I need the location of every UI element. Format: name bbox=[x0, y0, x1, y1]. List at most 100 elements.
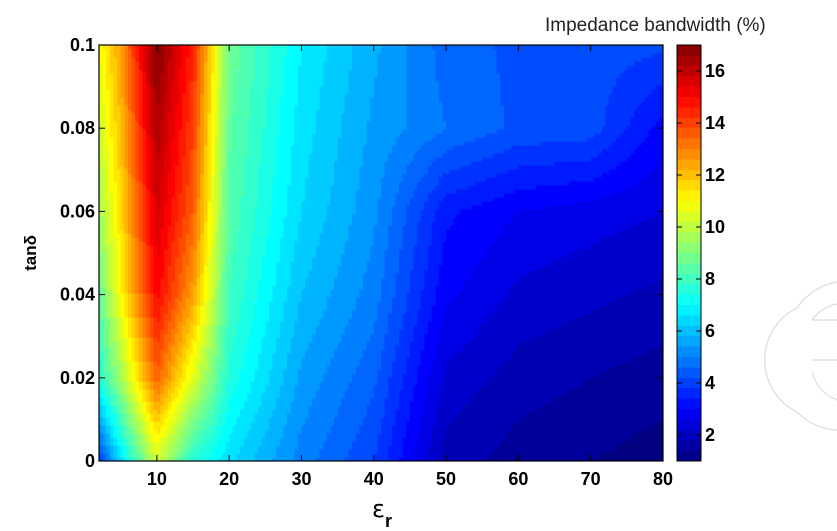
contour-cell bbox=[590, 365, 595, 370]
contour-cell bbox=[182, 345, 187, 350]
contour-cell bbox=[399, 433, 404, 438]
contour-cell bbox=[525, 389, 530, 394]
contour-cell bbox=[594, 337, 599, 342]
contour-cell bbox=[102, 381, 107, 386]
contour-cell bbox=[478, 421, 483, 426]
contour-cell bbox=[167, 337, 172, 342]
contour-cell bbox=[399, 365, 404, 370]
contour-cell bbox=[109, 409, 115, 414]
contour-cell bbox=[612, 405, 617, 410]
contour-cell bbox=[250, 385, 256, 390]
contour-cell bbox=[164, 421, 169, 426]
contour-cell bbox=[608, 401, 613, 406]
contour-cell bbox=[420, 409, 425, 414]
contour-cell bbox=[326, 437, 331, 442]
contour-cell bbox=[167, 345, 172, 350]
contour-cell bbox=[453, 421, 458, 426]
contour-cell bbox=[583, 365, 588, 370]
contour-cell bbox=[605, 397, 610, 402]
contour-cell bbox=[359, 381, 364, 386]
contour-cell bbox=[659, 421, 663, 426]
contour-cell bbox=[522, 397, 527, 402]
contour-cell bbox=[511, 381, 516, 386]
contour-cell bbox=[424, 353, 429, 358]
contour-cell bbox=[113, 393, 118, 398]
contour-cell bbox=[290, 389, 295, 394]
contour-cell bbox=[485, 337, 491, 342]
contour-cell bbox=[413, 377, 418, 382]
contour-cell bbox=[569, 377, 574, 382]
contour-cell bbox=[243, 437, 248, 442]
contour-cell bbox=[185, 413, 190, 418]
contour-cell bbox=[460, 345, 465, 350]
contour-cell bbox=[381, 345, 386, 350]
contour-cell bbox=[120, 457, 125, 461]
contour-cell bbox=[550, 333, 556, 338]
contour-cell bbox=[453, 333, 458, 338]
contour-cell bbox=[406, 401, 411, 406]
contour-cell bbox=[261, 361, 266, 366]
contour-cell bbox=[594, 413, 599, 418]
contour-cell bbox=[334, 449, 339, 454]
contour-cell bbox=[493, 361, 498, 366]
contour-cell bbox=[456, 457, 462, 461]
contour-cell bbox=[247, 365, 252, 370]
contour-cell bbox=[200, 365, 205, 370]
contour-cell bbox=[182, 353, 187, 358]
contour-cell bbox=[456, 337, 462, 342]
contour-cell bbox=[182, 333, 187, 338]
contour-cell bbox=[261, 437, 266, 442]
contour-cell bbox=[287, 345, 292, 350]
contour-cell bbox=[435, 457, 440, 461]
contour-cell bbox=[583, 349, 588, 354]
contour-cell bbox=[518, 345, 523, 350]
contour-cell bbox=[550, 409, 556, 414]
contour-cell bbox=[536, 333, 541, 338]
contour-cell bbox=[214, 417, 219, 422]
contour-cell bbox=[406, 357, 411, 362]
contour-cell bbox=[117, 381, 122, 386]
contour-cell bbox=[218, 361, 223, 366]
contour-cell bbox=[301, 429, 306, 434]
contour-cell bbox=[326, 393, 331, 398]
contour-cell bbox=[265, 401, 270, 406]
contour-cell bbox=[525, 377, 530, 382]
contour-cell bbox=[637, 381, 642, 386]
contour-cell bbox=[344, 369, 350, 374]
contour-cell bbox=[225, 341, 230, 346]
contour-cell bbox=[550, 385, 556, 390]
contour-cell bbox=[344, 405, 350, 410]
contour-cell bbox=[482, 425, 487, 430]
contour-cell bbox=[637, 377, 642, 382]
contour-cell bbox=[341, 401, 346, 406]
contour-cell bbox=[312, 393, 317, 398]
contour-cell bbox=[218, 421, 223, 426]
contour-cell bbox=[608, 341, 613, 346]
contour-cell bbox=[467, 365, 472, 370]
contour-cell bbox=[330, 365, 335, 370]
contour-cell bbox=[608, 437, 613, 442]
contour-cell bbox=[232, 397, 237, 402]
contour-cell bbox=[634, 345, 639, 350]
contour-cell bbox=[211, 405, 216, 410]
contour-cell bbox=[153, 453, 158, 458]
contour-cell bbox=[127, 441, 133, 446]
contour-cell bbox=[381, 373, 386, 378]
contour-cell bbox=[384, 373, 389, 378]
contour-cell bbox=[287, 333, 292, 338]
contour-cell bbox=[522, 409, 527, 414]
contour-cell bbox=[514, 353, 519, 358]
contour-cell bbox=[518, 433, 523, 438]
contour-cell bbox=[630, 409, 635, 414]
contour-cell bbox=[652, 453, 657, 458]
contour-cell bbox=[276, 381, 281, 386]
contour-cell bbox=[500, 369, 505, 374]
contour-cell bbox=[348, 385, 353, 390]
contour-cell bbox=[323, 377, 328, 382]
contour-cell bbox=[221, 373, 227, 378]
contour-cell bbox=[106, 409, 111, 414]
contour-cell bbox=[193, 337, 198, 342]
contour-cell bbox=[576, 397, 581, 402]
contour-cell bbox=[435, 377, 440, 382]
contour-cell bbox=[301, 405, 306, 410]
